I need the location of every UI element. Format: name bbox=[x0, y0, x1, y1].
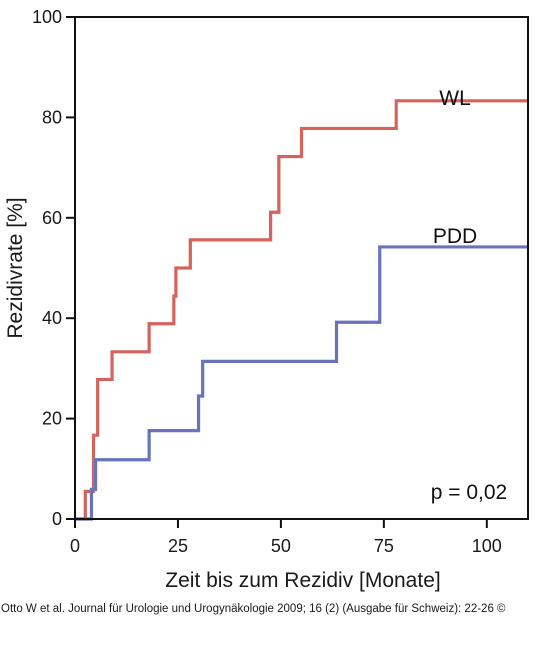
x-tick-label: 25 bbox=[168, 536, 188, 556]
series-line-pdd bbox=[75, 245, 528, 521]
chart: 0 20 40 60 80 100 0 25 50 75 100 Zeit bis zum Rez… bbox=[4, 7, 529, 592]
y-tick-label: 20 bbox=[42, 409, 62, 429]
x-axis-title: Zeit bis zum Rezidiv [Monate] bbox=[165, 569, 440, 592]
series-label-pdd: PDD bbox=[433, 225, 477, 248]
y-tick-label: 80 bbox=[42, 107, 62, 127]
x-tick-label: 75 bbox=[374, 536, 394, 556]
y-axis-title: Rezidivrate [%] bbox=[4, 197, 27, 338]
y-tick-label: 0 bbox=[52, 509, 62, 529]
x-axis: 0 25 50 75 100 bbox=[70, 519, 502, 556]
x-tick-label: 50 bbox=[271, 536, 291, 556]
series-layer bbox=[75, 99, 528, 521]
y-tick-label: 60 bbox=[42, 208, 62, 228]
y-tick-label: 100 bbox=[32, 7, 62, 27]
x-tick-label: 100 bbox=[472, 536, 502, 556]
x-tick-label: 0 bbox=[70, 536, 80, 556]
source-caption: Otto W et al. Journal für Urologie und U… bbox=[1, 603, 506, 615]
series-line-wl bbox=[75, 99, 528, 521]
y-tick-label: 40 bbox=[42, 308, 62, 328]
y-axis: 0 20 40 60 80 100 bbox=[32, 7, 75, 529]
series-label-wl: WL bbox=[439, 87, 471, 110]
plot-frame bbox=[74, 16, 529, 520]
p-value-annotation: p = 0,02 bbox=[431, 481, 507, 504]
